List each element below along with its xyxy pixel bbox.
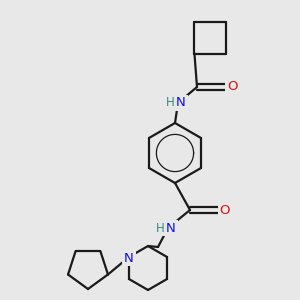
Text: O: O	[220, 203, 230, 217]
Text: H: H	[156, 221, 164, 235]
Text: N: N	[176, 97, 186, 110]
Text: N: N	[124, 251, 134, 265]
Text: N: N	[166, 221, 176, 235]
Text: H: H	[166, 97, 174, 110]
Text: O: O	[227, 80, 237, 94]
